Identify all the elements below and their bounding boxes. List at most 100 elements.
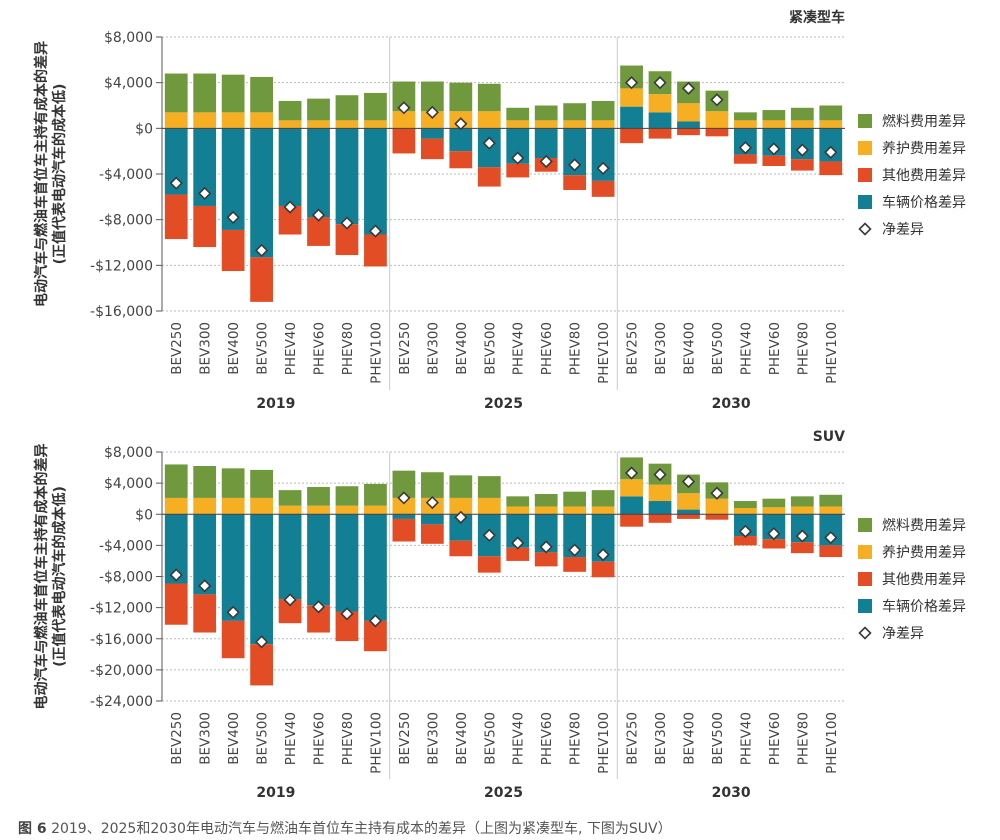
bar-other <box>193 594 217 633</box>
bar-maintenance <box>705 498 729 515</box>
x-tick-label: PHEV60 <box>539 322 555 375</box>
bar-vehicle <box>506 514 530 548</box>
net-marker <box>653 76 667 90</box>
bar-fuel <box>506 107 530 121</box>
y-axis-label-line-1: 电动汽车与燃油车首位车主持有成本的差异 <box>33 41 50 307</box>
bar-fuel <box>534 494 558 507</box>
x-tick-label: BEV300 <box>425 712 441 765</box>
y-tick-label: -$24,000 <box>90 694 153 710</box>
net-marker <box>198 579 212 593</box>
bar-vehicle <box>449 514 473 541</box>
net-marker <box>169 568 183 582</box>
bar-vehicle <box>278 514 302 600</box>
bar-vehicle <box>193 128 217 206</box>
bar-vehicle <box>193 514 217 595</box>
bar-fuel <box>420 472 444 498</box>
bar-fuel <box>790 496 814 507</box>
net-marker <box>425 105 439 119</box>
bar-other <box>506 547 530 561</box>
x-tick-label: PHEV40 <box>738 322 754 375</box>
legend-swatch-vehicle <box>858 195 872 209</box>
bar-vehicle <box>278 128 302 206</box>
bar-other <box>819 545 843 558</box>
x-tick-label: PHEV100 <box>596 712 612 774</box>
x-tick-label: BEV500 <box>255 322 271 375</box>
bar-maintenance <box>563 120 587 129</box>
bar-fuel <box>819 494 843 507</box>
net-marker <box>824 530 838 545</box>
bar-maintenance <box>278 120 302 129</box>
net-marker <box>738 524 753 539</box>
net-marker <box>568 543 582 557</box>
net-marker <box>710 93 724 107</box>
bar-maintenance <box>250 112 273 129</box>
y-tick-label: $0 <box>135 507 153 523</box>
x-tick-label: PHEV100 <box>368 712 384 774</box>
bar-maintenance <box>193 497 217 515</box>
bar-maintenance <box>164 112 188 129</box>
net-marker <box>397 491 411 505</box>
y-tick-label: -$16,000 <box>90 304 153 320</box>
bar-fuel <box>278 490 302 506</box>
bar-fuel <box>734 501 757 509</box>
y-axis-label-line-1: 电动汽车与燃油车首位车主持有成本的差异 <box>33 444 50 710</box>
bar-fuel <box>364 92 387 121</box>
x-tick-label: PHEV80 <box>568 712 584 765</box>
bar-vehicle <box>164 514 188 584</box>
group-label: 2025 <box>484 396 523 412</box>
bar-fuel <box>420 81 444 112</box>
net-marker <box>624 76 639 90</box>
bar-other <box>392 128 416 154</box>
group-label: 2025 <box>484 785 523 801</box>
bar-other <box>449 540 473 557</box>
bar-fuel <box>477 83 501 112</box>
net-marker <box>368 614 383 628</box>
bar-vehicle <box>591 514 615 562</box>
bar-other <box>392 518 416 542</box>
net-marker <box>454 510 468 524</box>
x-tick-label: BEV500 <box>482 322 498 375</box>
legend-net-marker-icon <box>858 626 872 640</box>
bar-other <box>790 542 814 554</box>
x-tick-label: PHEV40 <box>511 322 527 375</box>
net-marker <box>482 528 496 542</box>
group-label: 2030 <box>712 785 751 801</box>
net-marker <box>624 466 639 480</box>
net-marker <box>283 200 297 214</box>
bar-maintenance <box>734 508 757 515</box>
bar-maintenance <box>250 497 273 515</box>
figure-number: 图 6 <box>18 821 47 837</box>
net-marker <box>710 486 724 500</box>
x-tick-label: BEV500 <box>710 322 726 375</box>
bar-other <box>364 620 387 652</box>
bar-other <box>620 514 643 527</box>
bar-fuel <box>392 81 416 112</box>
bar-fuel <box>591 490 615 507</box>
group-label: 2019 <box>256 396 295 412</box>
bar-fuel <box>164 73 188 113</box>
x-tick-label: BEV250 <box>625 322 641 375</box>
legend-label: 其他费用差异 <box>882 572 966 588</box>
bar-maintenance <box>591 120 615 129</box>
x-tick-label: BEV400 <box>454 322 470 375</box>
bar-fuel <box>307 98 330 121</box>
y-axis-label-line-2: (正值代表电动汽车的成本低) <box>51 486 68 667</box>
bar-vehicle <box>307 514 330 606</box>
bar-maintenance <box>221 112 245 129</box>
legend-label: 养护费用差异 <box>882 141 966 157</box>
x-tick-label: BEV300 <box>198 322 214 375</box>
net-marker <box>681 474 696 489</box>
legend-swatch-maintenance <box>858 141 872 155</box>
bar-other <box>164 194 188 240</box>
bar-maintenance <box>762 507 786 515</box>
net-marker <box>795 529 809 543</box>
bar-fuel <box>534 105 558 121</box>
bar-maintenance <box>591 506 615 515</box>
bar-maintenance <box>477 111 501 129</box>
bar-vehicle <box>250 128 273 258</box>
bar-other <box>420 524 444 544</box>
bar-maintenance <box>506 120 530 129</box>
legend-label: 养护费用差异 <box>882 545 966 561</box>
bar-fuel <box>449 475 473 498</box>
y-tick-label: $8,000 <box>104 30 153 46</box>
